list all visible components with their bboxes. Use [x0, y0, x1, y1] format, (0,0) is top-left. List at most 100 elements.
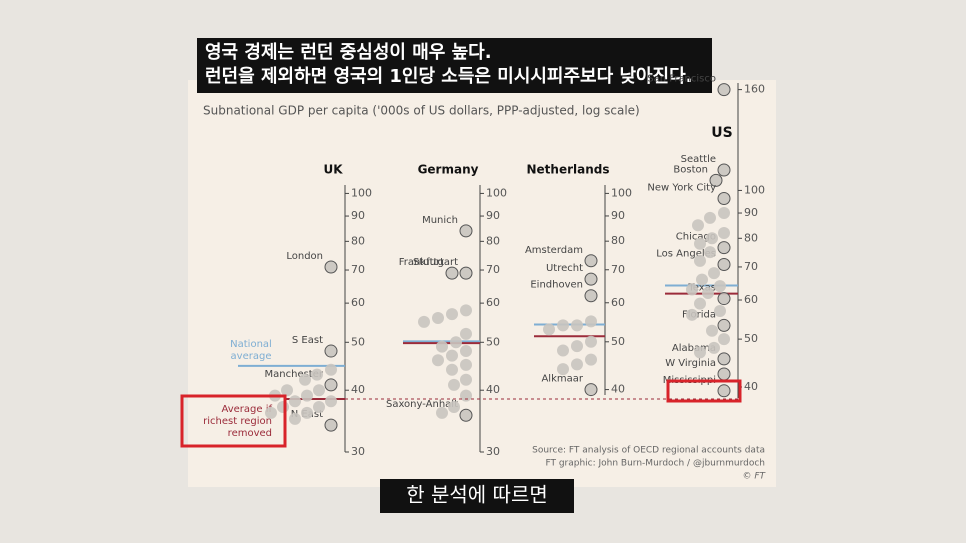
region-dot — [717, 258, 731, 272]
y-tick-label: 60 — [611, 296, 625, 309]
region-dot — [445, 266, 459, 280]
region-dot — [289, 395, 301, 408]
region-dot — [557, 363, 569, 376]
region-dot — [706, 232, 718, 245]
annotation: National — [230, 339, 272, 350]
region-label: Texas — [687, 283, 716, 294]
y-tick-label: 60 — [744, 293, 758, 306]
region-dot — [571, 340, 583, 353]
region-label: Frankfurt — [399, 257, 444, 268]
region-dot — [543, 323, 555, 336]
region-dot — [585, 353, 597, 366]
region-dot — [686, 283, 698, 296]
region-dot — [692, 219, 704, 232]
region-dot — [436, 406, 448, 419]
region-dot — [459, 408, 473, 422]
region-label: Manchester — [265, 369, 324, 380]
annotation: average — [231, 351, 272, 362]
region-dot — [584, 289, 598, 303]
region-dot — [718, 207, 730, 220]
region-dot — [432, 311, 444, 324]
y-tick-label: 100 — [351, 186, 372, 199]
panel-title: US — [711, 125, 732, 141]
region-dot — [708, 341, 720, 354]
region-dot — [460, 358, 472, 371]
region-label: Seattle — [681, 154, 716, 165]
y-tick-label: 40 — [744, 380, 758, 393]
region-dot — [301, 389, 313, 402]
panel-title: Netherlands — [526, 163, 609, 177]
y-tick-label: 70 — [351, 263, 365, 276]
region-dot — [324, 260, 338, 274]
region-dot — [585, 335, 597, 348]
region-dot — [717, 318, 731, 332]
region-label: Chicago — [676, 232, 716, 243]
region-dot — [450, 336, 462, 349]
y-tick-label: 30 — [486, 445, 500, 458]
region-dot — [717, 241, 731, 255]
region-dot — [324, 418, 338, 432]
region-dot — [686, 308, 698, 321]
y-tick-label: 60 — [486, 296, 500, 309]
region-dot — [694, 346, 706, 359]
region-dot — [325, 363, 337, 376]
region-dot — [571, 358, 583, 371]
region-label: Eindhoven — [530, 280, 583, 291]
region-dot — [446, 349, 458, 362]
region-dot — [289, 412, 301, 425]
panel-title: Germany — [418, 163, 479, 177]
region-label: Los Angeles — [656, 249, 716, 260]
region-dot — [301, 406, 313, 419]
y-tick-label: 80 — [611, 234, 625, 247]
region-dot — [281, 384, 293, 397]
annotation: richest region — [203, 416, 272, 427]
region-dot — [708, 267, 720, 280]
region-dot — [446, 363, 458, 376]
region-dot — [714, 280, 726, 293]
chart-subtitle: Subnational GDP per capita ('000s of US … — [203, 104, 640, 118]
region-dot — [696, 273, 708, 286]
region-dot — [702, 286, 714, 299]
region-dot — [717, 163, 731, 177]
region-dot — [459, 224, 473, 238]
region-dot — [718, 333, 730, 346]
region-dot — [448, 400, 460, 413]
region-label: New York City — [647, 183, 716, 194]
region-label: Amsterdam — [525, 245, 583, 256]
region-dot — [709, 173, 723, 187]
region-dot — [557, 344, 569, 357]
region-dot — [718, 227, 730, 240]
region-dot — [704, 246, 716, 259]
region-label: W Virginia — [665, 358, 716, 369]
region-dot — [446, 308, 458, 321]
region-label: Stuttgart — [413, 257, 458, 268]
region-dot — [311, 368, 323, 381]
y-tick-label: 70 — [611, 263, 625, 276]
y-tick-label: 90 — [351, 209, 365, 222]
y-tick-label: 50 — [744, 332, 758, 345]
region-dot — [714, 305, 726, 318]
y-tick-label: 50 — [611, 335, 625, 348]
region-dot — [299, 373, 311, 386]
region-dot — [717, 352, 731, 366]
region-dot — [704, 211, 716, 224]
y-tick-label: 70 — [486, 263, 500, 276]
region-dot — [265, 406, 277, 419]
region-dot — [418, 315, 430, 328]
region-dot — [324, 378, 338, 392]
caption-box — [380, 479, 574, 513]
region-label: Utrecht — [546, 263, 583, 274]
y-tick-label: 100 — [486, 186, 507, 199]
region-dot — [557, 319, 569, 332]
region-label: Alkmaar — [541, 374, 583, 385]
y-tick-label: 40 — [611, 383, 625, 396]
y-tick-label: 50 — [351, 335, 365, 348]
y-tick-label: 50 — [486, 335, 500, 348]
y-tick-label: 40 — [486, 383, 500, 396]
y-tick-label: 100 — [611, 186, 632, 199]
region-dot — [584, 254, 598, 268]
y-tick-label: 90 — [611, 209, 625, 222]
region-dot — [694, 297, 706, 310]
region-dot — [706, 324, 718, 337]
